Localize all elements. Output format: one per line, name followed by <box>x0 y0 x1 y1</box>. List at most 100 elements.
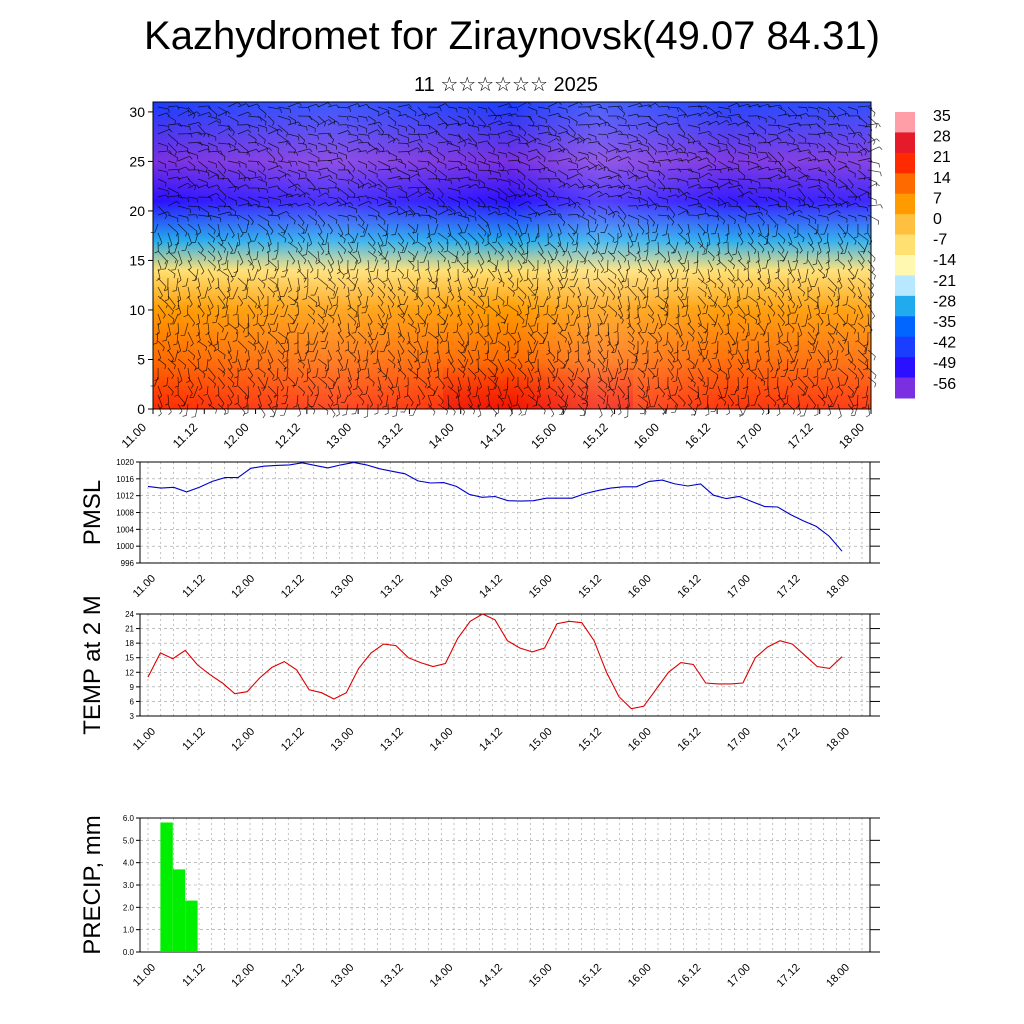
wind-barb-flag <box>247 220 250 225</box>
wind-barb <box>847 124 856 135</box>
wind-barb <box>207 106 218 115</box>
wind-barb <box>157 128 170 135</box>
wind-barb-flag <box>629 145 632 150</box>
wind-barb <box>207 268 215 280</box>
wind-barb-flag <box>598 164 602 168</box>
wind-barb <box>197 142 209 147</box>
wind-barb-flag <box>709 191 713 195</box>
wind-barb-flag <box>233 385 238 388</box>
wind-barb-flag <box>732 277 735 282</box>
wind-barb-flag <box>484 232 487 237</box>
wind-barb-flag <box>585 334 590 337</box>
wind-barb-flag <box>603 357 608 360</box>
xtick-label: 12.12 <box>272 420 303 451</box>
wind-barb-flag <box>801 281 806 283</box>
wind-barb-flag <box>531 367 534 372</box>
wind-barb-flag <box>470 361 474 365</box>
wind-barb <box>157 295 168 305</box>
wind-barb-flag <box>332 319 335 324</box>
wind-barb <box>257 376 266 388</box>
colorbar-label: -28 <box>933 293 956 310</box>
wind-barb <box>507 331 517 342</box>
wind-barb <box>727 349 734 357</box>
wind-barb <box>617 286 622 297</box>
wind-barb <box>837 185 846 189</box>
wind-barb <box>477 250 485 263</box>
wind-barb-flag <box>214 348 219 352</box>
wind-barb <box>847 187 857 198</box>
wind-barb <box>477 106 487 110</box>
wind-barb <box>284 223 289 233</box>
wind-barb-flag <box>702 312 707 315</box>
wind-barb-flag <box>552 378 556 382</box>
wind-barb-flag <box>469 331 473 336</box>
wind-barb <box>217 223 221 235</box>
wind-barb-flag <box>323 266 326 271</box>
wind-barb-flag <box>467 388 471 392</box>
wind-barb <box>227 223 235 236</box>
wind-barb-flag <box>203 393 208 396</box>
wind-barb-flag <box>576 169 579 174</box>
wind-barb <box>707 178 718 184</box>
wind-barb <box>237 385 247 395</box>
wind-barb-flag <box>174 151 177 156</box>
wind-barb <box>287 214 296 221</box>
wind-barb <box>487 340 489 353</box>
wind-barb-flag <box>878 163 880 168</box>
wind-barb-flag <box>402 314 405 318</box>
wind-barb <box>667 232 671 243</box>
wind-barb-flag <box>439 340 443 344</box>
wind-barb <box>373 259 379 272</box>
wind-barb-flag <box>154 378 159 382</box>
wind-barb-flag <box>792 410 796 415</box>
wind-barb <box>397 151 409 153</box>
wind-barb <box>647 196 658 207</box>
wind-barb-flag <box>507 143 510 148</box>
wind-barb-flag <box>519 365 523 370</box>
wind-barb <box>727 277 736 285</box>
wind-barb-flag <box>359 392 363 397</box>
wind-barb <box>607 210 617 216</box>
wind-barb <box>327 151 338 155</box>
wind-barb-flag <box>851 286 855 291</box>
wind-barb <box>577 394 589 403</box>
wind-barb <box>187 304 189 316</box>
wind-barb <box>367 121 380 126</box>
wind-barb <box>197 295 202 306</box>
wind-barb <box>677 349 679 361</box>
wind-barb-flag <box>558 113 562 117</box>
wind-barb-flag <box>587 137 592 141</box>
wind-barb <box>777 141 787 144</box>
wind-barb-flag <box>286 211 290 215</box>
wind-barb <box>197 160 208 169</box>
wind-barb-flag <box>836 116 839 121</box>
wind-barb-flag <box>622 113 626 118</box>
wind-barb-flag <box>701 342 706 344</box>
wind-barb <box>617 277 624 288</box>
wind-barb <box>347 148 359 153</box>
wind-barb-flag <box>442 385 445 390</box>
wind-barb-flag <box>273 379 278 381</box>
wind-barb <box>867 268 876 276</box>
wind-barb <box>577 349 580 362</box>
wind-barb <box>327 196 338 200</box>
wind-barb-flag <box>293 342 299 345</box>
wind-barb <box>797 204 809 207</box>
wind-barb <box>327 259 334 271</box>
wind-barb <box>184 322 189 336</box>
wind-barb <box>177 286 182 300</box>
wind-barb-flag <box>806 107 809 112</box>
wind-barb <box>687 178 698 180</box>
wind-barb-flag <box>719 169 722 174</box>
wind-barb-flag <box>290 240 294 245</box>
wind-barb-flag <box>799 250 803 254</box>
wind-barb-flag <box>829 351 833 355</box>
wind-barb <box>157 169 168 173</box>
wind-barb-flag <box>747 161 750 166</box>
wind-barb-flag <box>502 301 505 306</box>
wind-barb-flag <box>641 352 646 355</box>
wind-barb-flag <box>781 312 785 317</box>
wind-barb-flag <box>234 376 239 379</box>
wind-barb <box>737 259 746 268</box>
wind-barb <box>817 394 826 403</box>
